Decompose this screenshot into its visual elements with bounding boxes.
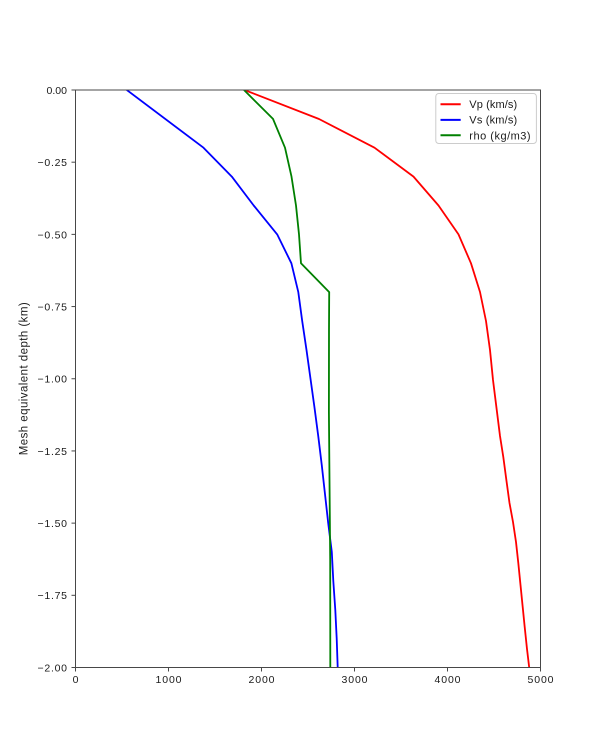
svg-text:−1.75: −1.75 xyxy=(38,590,68,602)
svg-text:−0.50: −0.50 xyxy=(38,229,68,241)
svg-text:−1.25: −1.25 xyxy=(38,446,68,458)
svg-text:Mesh equivalent depth (km): Mesh equivalent depth (km) xyxy=(19,302,31,455)
svg-text:−1.00: −1.00 xyxy=(38,374,68,386)
svg-text:0: 0 xyxy=(73,674,79,686)
svg-text:Vp (km/s): Vp (km/s) xyxy=(469,99,517,111)
svg-text:0.00: 0.00 xyxy=(47,85,68,97)
svg-text:1000: 1000 xyxy=(156,674,182,686)
svg-text:−1.50: −1.50 xyxy=(38,518,68,530)
svg-text:5000: 5000 xyxy=(528,674,554,686)
svg-text:2000: 2000 xyxy=(249,674,275,686)
svg-text:rho (kg/m3): rho (kg/m3) xyxy=(469,130,530,142)
svg-text:−0.25: −0.25 xyxy=(38,157,68,169)
svg-text:4000: 4000 xyxy=(435,674,461,686)
svg-text:−0.75: −0.75 xyxy=(38,302,68,314)
svg-text:−2.00: −2.00 xyxy=(38,662,68,674)
svg-text:3000: 3000 xyxy=(342,674,368,686)
svg-text:Vs (km/s): Vs (km/s) xyxy=(469,115,517,127)
